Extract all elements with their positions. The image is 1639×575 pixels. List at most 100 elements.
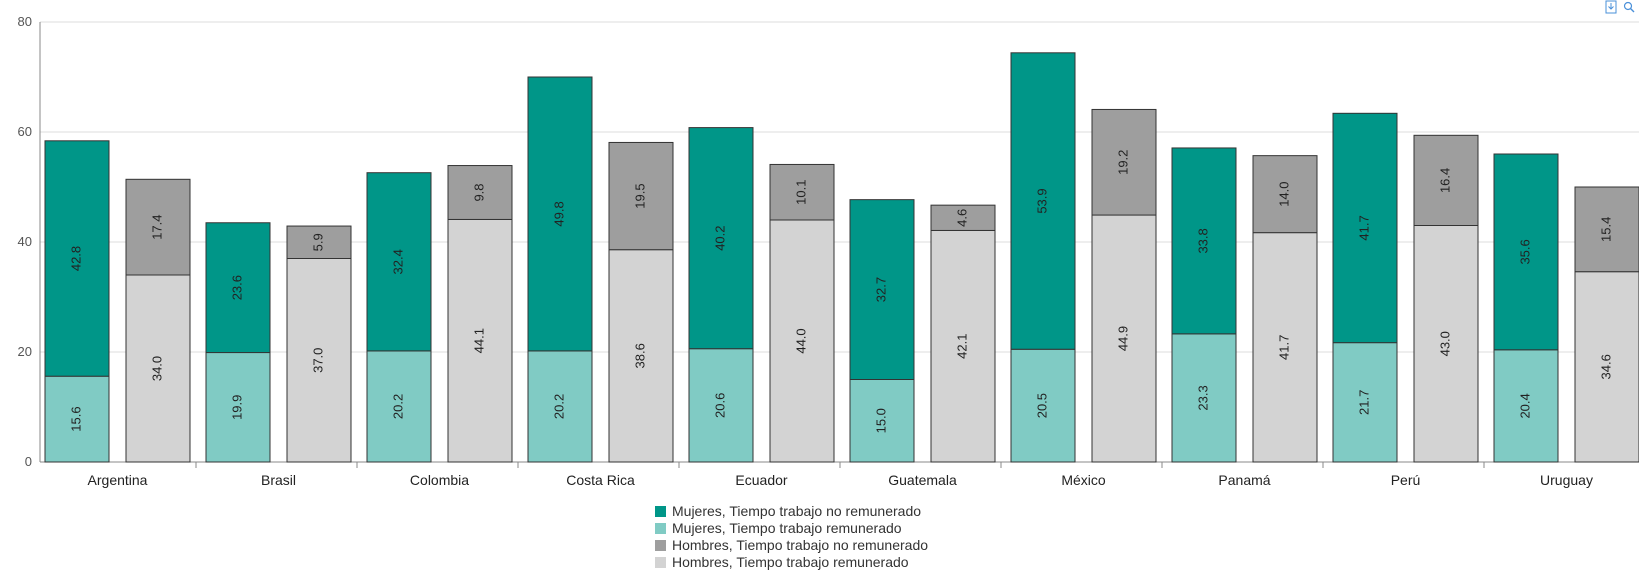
data-label: 20.5 bbox=[1034, 393, 1049, 418]
data-label: 19.5 bbox=[632, 183, 647, 208]
data-label: 35.6 bbox=[1517, 239, 1532, 264]
bar-segment bbox=[608, 141, 674, 251]
download-icon[interactable] bbox=[1605, 0, 1617, 14]
y-tick-label: 20 bbox=[18, 344, 32, 359]
category-label: Perú bbox=[1391, 472, 1421, 488]
bar-segment bbox=[527, 76, 593, 352]
data-label: 32.4 bbox=[390, 249, 405, 274]
bar-segment bbox=[286, 225, 352, 260]
bar-segment bbox=[688, 127, 754, 350]
bar-segment bbox=[688, 348, 754, 463]
bar-segment bbox=[1010, 348, 1076, 463]
bar-segment bbox=[930, 204, 996, 231]
bar-segment bbox=[447, 218, 513, 463]
category-label: Panamá bbox=[1218, 472, 1270, 488]
data-label: 15.4 bbox=[1598, 217, 1613, 242]
bar-segment bbox=[1091, 214, 1157, 463]
chart-toolbar bbox=[1605, 0, 1635, 14]
legend-swatch bbox=[655, 523, 666, 534]
bar-segment bbox=[1574, 271, 1639, 463]
legend-label: Hombres, Tiempo trabajo remunerado bbox=[672, 554, 909, 570]
data-label: 44.1 bbox=[471, 328, 486, 353]
bar-segment bbox=[930, 229, 996, 463]
data-label: 20.6 bbox=[712, 393, 727, 418]
legend-label: Mujeres, Tiempo trabajo remunerado bbox=[672, 520, 902, 536]
legend-label: Hombres, Tiempo trabajo no remunerado bbox=[672, 537, 929, 553]
data-label: 53.9 bbox=[1034, 188, 1049, 213]
bar-segment bbox=[769, 219, 835, 463]
bar-segment bbox=[286, 258, 352, 463]
data-label: 20.2 bbox=[551, 394, 566, 419]
bar-segment bbox=[608, 249, 674, 463]
data-label: 17.4 bbox=[149, 214, 164, 239]
category-label: Uruguay bbox=[1540, 472, 1593, 488]
data-label: 16.4 bbox=[1437, 168, 1452, 193]
bar-segment bbox=[447, 165, 513, 220]
category-label: México bbox=[1061, 472, 1106, 488]
legend-item[interactable]: Hombres, Tiempo trabajo no remunerado bbox=[655, 537, 928, 554]
bar-segment bbox=[849, 199, 915, 380]
y-tick-label: 80 bbox=[18, 14, 32, 29]
data-label: 10.1 bbox=[793, 180, 808, 205]
data-label: 41.7 bbox=[1356, 215, 1371, 240]
data-label: 49.8 bbox=[551, 201, 566, 226]
data-label: 23.6 bbox=[229, 275, 244, 300]
y-tick-label: 40 bbox=[18, 234, 32, 249]
data-label: 21.7 bbox=[1356, 390, 1371, 415]
y-tick-label: 0 bbox=[25, 454, 32, 469]
data-label: 44.9 bbox=[1115, 326, 1130, 351]
bar-segment bbox=[849, 379, 915, 463]
data-label: 20.2 bbox=[390, 394, 405, 419]
legend-swatch bbox=[655, 506, 666, 517]
data-label: 42.8 bbox=[68, 246, 83, 271]
data-label: 34.6 bbox=[1598, 354, 1613, 379]
bar-segment bbox=[1252, 232, 1318, 463]
bar-segment bbox=[1010, 52, 1076, 350]
bar-segment bbox=[366, 350, 432, 463]
bar-segment bbox=[205, 222, 271, 354]
data-label: 23.3 bbox=[1195, 385, 1210, 410]
category-label: Costa Rica bbox=[566, 472, 635, 488]
data-label: 32.7 bbox=[873, 277, 888, 302]
category-label: Argentina bbox=[88, 472, 148, 488]
data-label: 43.0 bbox=[1437, 331, 1452, 356]
bar-segment bbox=[1413, 134, 1479, 226]
data-label: 15.0 bbox=[873, 408, 888, 433]
zoom-icon[interactable] bbox=[1623, 0, 1635, 14]
bar-segment bbox=[125, 178, 191, 276]
legend-swatch bbox=[655, 557, 666, 568]
legend-item[interactable]: Hombres, Tiempo trabajo remunerado bbox=[655, 554, 928, 571]
data-label: 38.6 bbox=[632, 343, 647, 368]
bar-segment bbox=[44, 375, 110, 463]
legend-swatch bbox=[655, 540, 666, 551]
category-label: Guatemala bbox=[888, 472, 957, 488]
bar-segment bbox=[769, 163, 835, 221]
bar-segment bbox=[1171, 147, 1237, 335]
bar-segment bbox=[205, 352, 271, 463]
data-label: 14.0 bbox=[1276, 181, 1291, 206]
legend-label: Mujeres, Tiempo trabajo no remunerado bbox=[672, 503, 922, 519]
data-label: 9.8 bbox=[471, 183, 486, 201]
bar-segment bbox=[1171, 333, 1237, 463]
data-label: 19.2 bbox=[1115, 150, 1130, 175]
data-label: 40.2 bbox=[712, 225, 727, 250]
data-label: 41.7 bbox=[1276, 335, 1291, 360]
data-label: 34.0 bbox=[149, 356, 164, 381]
bar-segment bbox=[527, 350, 593, 463]
bar-segment bbox=[1574, 186, 1639, 273]
bar-segment bbox=[44, 140, 110, 377]
category-label: Brasil bbox=[261, 472, 296, 488]
data-label: 4.6 bbox=[954, 209, 969, 227]
data-label: 15.6 bbox=[68, 406, 83, 431]
data-label: 42.1 bbox=[954, 334, 969, 359]
legend-item[interactable]: Mujeres, Tiempo trabajo remunerado bbox=[655, 520, 928, 537]
bar-segment bbox=[1332, 112, 1398, 344]
y-tick-label: 60 bbox=[18, 124, 32, 139]
data-label: 37.0 bbox=[310, 348, 325, 373]
bar-segment bbox=[125, 274, 191, 463]
legend-item[interactable]: Mujeres, Tiempo trabajo no remunerado bbox=[655, 503, 928, 520]
bar-segment bbox=[1493, 153, 1559, 351]
bar-segment bbox=[366, 172, 432, 352]
